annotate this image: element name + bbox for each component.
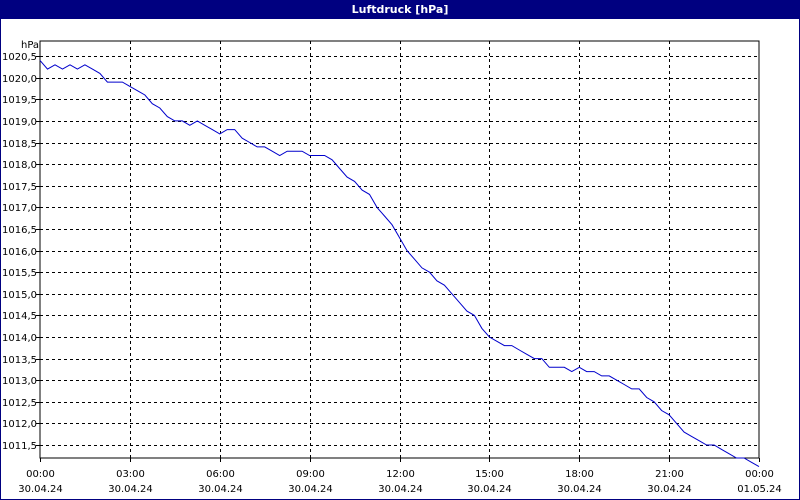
y-tick-label: 1012,5 xyxy=(2,398,37,409)
x-tick-date-label: 30.04.24 xyxy=(288,484,333,495)
x-axis-ticks: 00:00 30.04.24 03:00 30.04.24 06:00 30.04.24 0… xyxy=(18,458,782,495)
x-tick-time-label: 15:00 xyxy=(475,469,504,480)
x-tick-date-label: 30.04.24 xyxy=(108,484,153,495)
y-tick-label: 1016,0 xyxy=(2,247,37,258)
x-tick-date-label: 30.04.24 xyxy=(467,484,512,495)
y-tick-label: 1018,0 xyxy=(2,160,37,171)
y-tick-label: 1016,5 xyxy=(2,225,37,236)
x-tick-time-label: 21:00 xyxy=(655,469,684,480)
y-tick-label: 1020,0 xyxy=(2,74,37,85)
y-tick-label: 1012,0 xyxy=(2,419,37,430)
y-tick-label: 1011,5 xyxy=(2,441,37,452)
y-tick-label: 1013,0 xyxy=(2,376,37,387)
x-tick-date-label: 30.04.24 xyxy=(647,484,692,495)
x-tick-time-label: 09:00 xyxy=(296,469,325,480)
x-tick-time-label: 00:00 xyxy=(26,469,55,480)
y-tick-label: 1014,0 xyxy=(2,333,37,344)
series-line xyxy=(39,60,760,468)
x-tick-time-label: 12:00 xyxy=(386,469,415,480)
x-tick-date-label: 01.05.24 xyxy=(737,484,782,495)
y-tick-label: 1015,0 xyxy=(2,290,37,301)
y-tick-label: 1013,5 xyxy=(2,355,37,366)
y-tick-label: 1019,0 xyxy=(2,117,37,128)
y-tick-label: 1018,5 xyxy=(2,139,37,150)
x-tick-date-label: 30.04.24 xyxy=(198,484,243,495)
x-tick-time-label: 00:00 xyxy=(745,469,774,480)
chart-title: Luftdruck [hPa] xyxy=(0,0,800,19)
y-tick-label: 1019,5 xyxy=(2,95,37,106)
x-tick-time-label: 18:00 xyxy=(565,469,594,480)
x-tick-time-label: 06:00 xyxy=(206,469,235,480)
y-tick-label: 1017,0 xyxy=(2,203,37,214)
y-tick-label: 1015,5 xyxy=(2,268,37,279)
plot-area xyxy=(39,40,760,459)
x-tick-date-label: 30.04.24 xyxy=(557,484,602,495)
y-axis-ticks: 1011,5 1012,0 1012,5 1013,0 1013,5 1014,0 1014… xyxy=(2,52,40,452)
y-tick-label: 1017,5 xyxy=(2,182,37,193)
x-tick-date-label: 30.04.24 xyxy=(18,484,63,495)
y-axis-unit-label: hPa xyxy=(21,40,39,51)
y-tick-label: 1020,5 xyxy=(2,52,37,63)
y-tick-label: 1014,5 xyxy=(2,311,37,322)
x-tick-date-label: 30.04.24 xyxy=(378,484,423,495)
x-tick-time-label: 03:00 xyxy=(116,469,145,480)
